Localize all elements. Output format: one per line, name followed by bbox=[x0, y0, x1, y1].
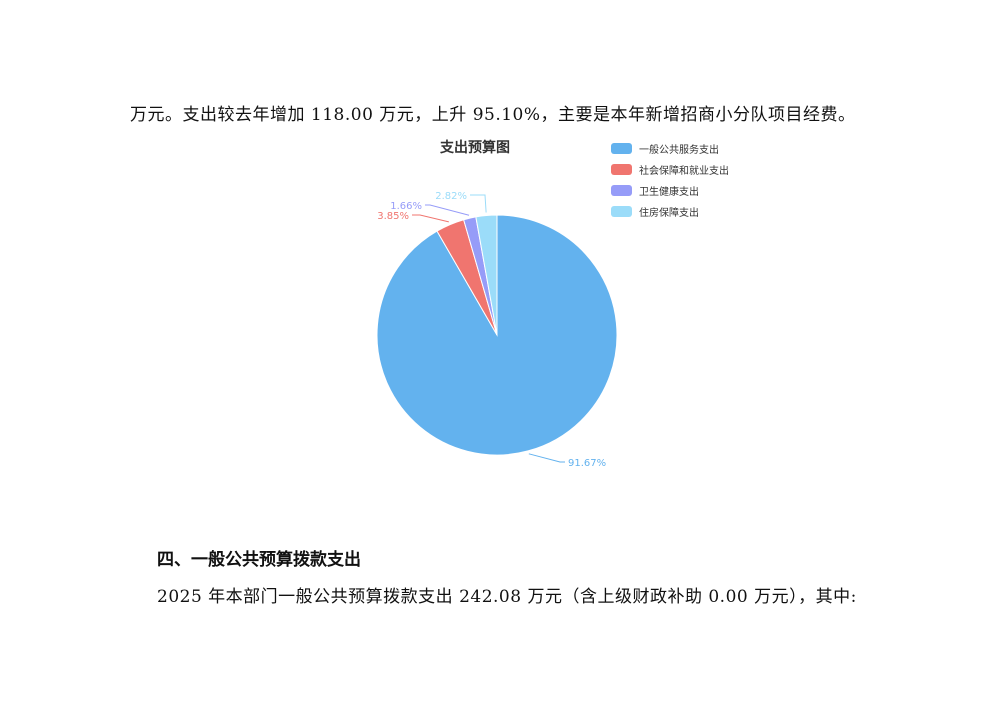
pie-slice[interactable] bbox=[475, 214, 498, 336]
pie-data-label: 1.66% bbox=[390, 201, 422, 212]
legend-label: 一般公共服务支出 bbox=[639, 145, 719, 156]
section-heading: 四、一般公共预算拨款支出 bbox=[157, 550, 361, 570]
legend-swatch bbox=[611, 206, 632, 217]
legend-swatch bbox=[611, 143, 632, 154]
chart-legend: 一般公共服务支出 社会保障和就业支出 卫生健康支出 住房保障支出 bbox=[611, 138, 729, 222]
pie-label-line bbox=[528, 453, 565, 463]
paragraph-general-budget: 2025 年本部门一般公共预算拨款支出 242.08 万元（含上级财政补助 0.… bbox=[157, 587, 857, 607]
pie-data-label: 3.85% bbox=[377, 211, 409, 222]
pie-slice[interactable] bbox=[376, 214, 618, 456]
legend-label: 卫生健康支出 bbox=[639, 187, 699, 198]
pie-label-line bbox=[470, 194, 487, 213]
legend-swatch bbox=[611, 185, 632, 196]
legend-item[interactable]: 社会保障和就业支出 bbox=[611, 159, 729, 180]
legend-label: 社会保障和就业支出 bbox=[639, 166, 729, 177]
pie-label-line bbox=[412, 214, 449, 223]
legend-label: 住房保障支出 bbox=[639, 208, 699, 219]
legend-item[interactable]: 一般公共服务支出 bbox=[611, 138, 729, 159]
pie-data-label: 91.67% bbox=[568, 458, 606, 469]
legend-item[interactable]: 住房保障支出 bbox=[611, 201, 729, 222]
legend-item[interactable]: 卫生健康支出 bbox=[611, 180, 729, 201]
pie-label-line bbox=[425, 204, 470, 216]
paragraph-expense-change: 万元。支出较去年增加 118.00 万元，上升 95.10%，主要是本年新增招商… bbox=[130, 105, 856, 125]
chart-title: 支出预算图 bbox=[440, 140, 510, 156]
pie-data-label: 2.82% bbox=[435, 191, 467, 202]
legend-swatch bbox=[611, 164, 632, 175]
